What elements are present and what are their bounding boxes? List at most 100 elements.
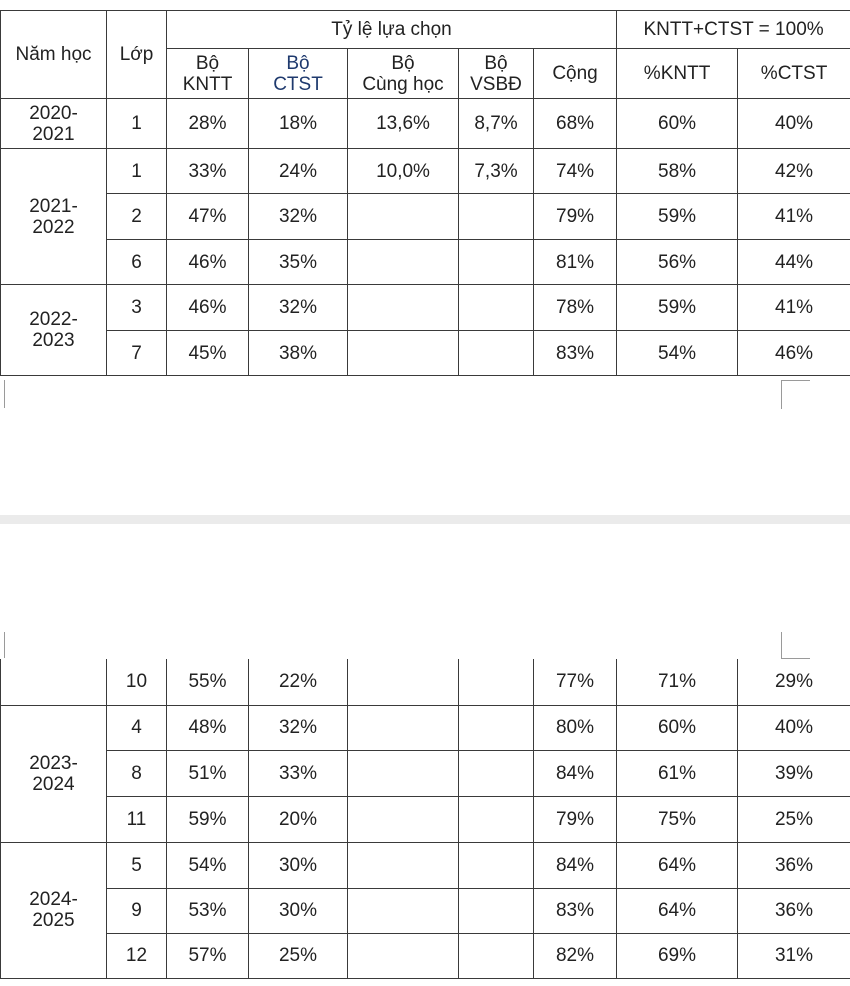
year-cell bbox=[0, 659, 107, 706]
table-row: 2024- 2025 5 54% 30% 84% 64% 36% bbox=[0, 841, 850, 979]
value-cell: 36% bbox=[737, 887, 850, 934]
grade-cell: 4 bbox=[106, 704, 167, 751]
value-cell: 80% bbox=[533, 704, 617, 751]
value-cell: 41% bbox=[737, 284, 850, 331]
table-part-1: Năm học Lớp Tỷ lệ lựa chọn KNTT+CTST = 1… bbox=[0, 10, 850, 376]
value-cell: 44% bbox=[737, 239, 850, 285]
value-cell: 71% bbox=[616, 659, 738, 706]
value-cell bbox=[347, 284, 459, 331]
value-cell bbox=[347, 330, 459, 376]
value-cell: 77% bbox=[533, 659, 617, 706]
header-cell: Tỷ lệ lựa chọn bbox=[165, 10, 618, 49]
value-cell bbox=[347, 887, 459, 934]
value-cell: 79% bbox=[532, 193, 618, 240]
value-cell: 32% bbox=[248, 284, 348, 331]
value-cell: 58% bbox=[616, 148, 739, 194]
page-corner-mark bbox=[781, 632, 810, 659]
value-cell: 75% bbox=[616, 795, 738, 843]
year-cell: 2021- 2022 bbox=[0, 148, 107, 285]
header-cell: Năm học bbox=[0, 10, 107, 99]
grade-cell: 7 bbox=[106, 330, 167, 376]
grade-cell: 2 bbox=[106, 193, 167, 240]
value-cell: 18% bbox=[248, 98, 348, 149]
value-cell: 41% bbox=[737, 193, 850, 240]
grade-cell: 3 bbox=[106, 284, 167, 331]
value-cell bbox=[458, 932, 534, 979]
table-row: 6 46% 35% 81% 56% 44% bbox=[1, 239, 850, 285]
header-cell: KNTT+CTST = 100% bbox=[616, 10, 850, 49]
value-cell bbox=[347, 932, 459, 979]
value-cell: 53% bbox=[166, 887, 249, 934]
value-cell: 54% bbox=[166, 841, 249, 889]
value-cell: 59% bbox=[616, 193, 739, 240]
grade-cell: 9 bbox=[106, 887, 167, 934]
value-cell: 55% bbox=[166, 659, 249, 706]
value-cell: 28% bbox=[166, 98, 249, 149]
value-cell: 30% bbox=[248, 887, 348, 934]
table-row: 11 59% 20% 79% 75% 25% bbox=[1, 795, 850, 843]
value-cell bbox=[458, 795, 534, 843]
year-cell: 2022- 2023 bbox=[0, 284, 107, 376]
value-cell: 31% bbox=[737, 932, 850, 979]
value-cell: 7,3% bbox=[458, 148, 534, 194]
header-cell: Bộ CTST bbox=[248, 48, 348, 99]
header-cell: Bộ Cùng học bbox=[347, 48, 459, 99]
header-cell: Cộng bbox=[532, 48, 618, 99]
grade-cell: 12 bbox=[106, 932, 167, 979]
value-cell bbox=[347, 659, 459, 706]
grade-cell: 11 bbox=[106, 795, 167, 843]
value-cell: 8,7% bbox=[458, 98, 534, 149]
value-cell: 83% bbox=[533, 887, 617, 934]
value-cell: 46% bbox=[737, 330, 850, 376]
table-row: 12 57% 25% 82% 69% 31% bbox=[1, 932, 850, 979]
value-cell bbox=[347, 239, 459, 285]
value-cell: 59% bbox=[616, 284, 739, 331]
table-row: 2 47% 32% 79% 59% 41% bbox=[1, 193, 850, 240]
value-cell: 78% bbox=[532, 284, 618, 331]
grade-cell: 1 bbox=[106, 148, 167, 194]
value-cell: 22% bbox=[248, 659, 348, 706]
grade-cell: 10 bbox=[106, 659, 167, 706]
table-row: 2020- 2021 1 28% 18% 13,6% 8,7% 68% 60% 40% bbox=[0, 98, 850, 149]
table-row: 8 51% 33% 84% 61% 39% bbox=[1, 749, 850, 797]
value-cell: 61% bbox=[616, 749, 738, 797]
value-cell: 13,6% bbox=[347, 98, 459, 149]
value-cell: 33% bbox=[166, 148, 249, 194]
value-cell: 10,0% bbox=[347, 148, 459, 194]
value-cell: 39% bbox=[737, 749, 850, 797]
value-cell: 68% bbox=[532, 98, 618, 149]
value-cell bbox=[458, 887, 534, 934]
value-cell: 42% bbox=[737, 148, 850, 194]
grade-cell: 6 bbox=[106, 239, 167, 285]
value-cell: 84% bbox=[533, 749, 617, 797]
value-cell: 57% bbox=[166, 932, 249, 979]
value-cell: 45% bbox=[166, 330, 249, 376]
value-cell: 79% bbox=[533, 795, 617, 843]
value-cell: 48% bbox=[166, 704, 249, 751]
value-cell: 33% bbox=[248, 749, 348, 797]
value-cell: 54% bbox=[616, 330, 739, 376]
value-cell bbox=[458, 193, 534, 240]
value-cell: 36% bbox=[737, 841, 850, 889]
value-cell bbox=[347, 193, 459, 240]
year-cell: 2020- 2021 bbox=[0, 98, 107, 149]
value-cell: 29% bbox=[737, 659, 850, 706]
value-cell bbox=[458, 659, 534, 706]
value-cell: 40% bbox=[737, 704, 850, 751]
table-row: 2022- 2023 3 46% 32% 78% 59% 41% bbox=[0, 284, 850, 376]
table-row: 7 45% 38% 83% 54% 46% bbox=[1, 330, 850, 376]
value-cell bbox=[347, 795, 459, 843]
header-cell: %KNTT bbox=[616, 48, 739, 99]
value-cell bbox=[458, 841, 534, 889]
value-cell: 35% bbox=[248, 239, 348, 285]
value-cell: 40% bbox=[737, 98, 850, 149]
table-row: 9 53% 30% 83% 64% 36% bbox=[1, 887, 850, 934]
value-cell: 20% bbox=[248, 795, 348, 843]
grade-cell: 5 bbox=[106, 841, 167, 889]
value-cell bbox=[347, 704, 459, 751]
grade-cell: 8 bbox=[106, 749, 167, 797]
value-cell: 74% bbox=[532, 148, 618, 194]
value-cell: 60% bbox=[616, 98, 739, 149]
header-cell: Bộ KNTT bbox=[166, 48, 249, 99]
value-cell: 32% bbox=[248, 704, 348, 751]
